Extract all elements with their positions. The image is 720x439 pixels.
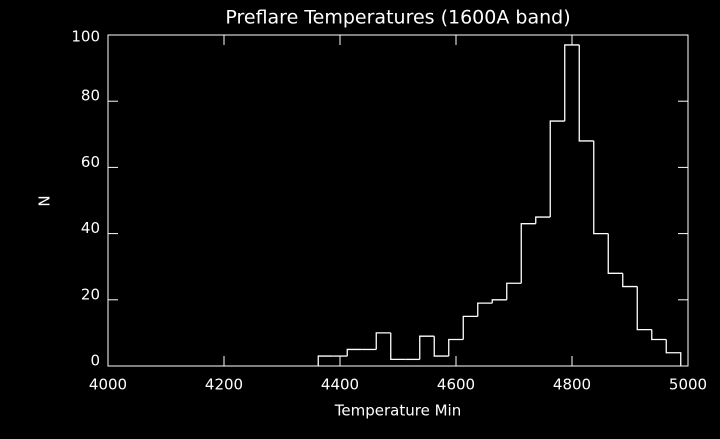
plot-frame — [107, 34, 689, 367]
histogram-bin — [491, 299, 507, 304]
x-tick-label: 4600 — [437, 376, 475, 394]
histogram-bin — [375, 332, 391, 350]
histogram-bin — [448, 338, 464, 357]
x-tick-label: 4400 — [321, 376, 359, 394]
histogram-bin — [419, 335, 435, 360]
histogram-bin — [578, 44, 594, 142]
histogram-bin — [593, 140, 609, 235]
histogram-bin — [520, 223, 536, 284]
y-tick-label: 0 — [90, 352, 100, 370]
histogram-bin — [477, 302, 493, 317]
histogram-bin — [636, 286, 652, 331]
y-tick-label: 60 — [81, 153, 100, 171]
histogram-bin — [346, 348, 362, 357]
y-tick-label: 20 — [81, 285, 100, 303]
histogram-bin — [317, 355, 333, 366]
histogram-bin — [433, 336, 449, 357]
y-tick-label: 100 — [71, 28, 100, 46]
histogram-bin — [665, 339, 682, 366]
histogram-bin — [390, 332, 406, 361]
histogram-bin — [506, 282, 522, 300]
histogram-bin — [564, 44, 580, 122]
histogram-bin — [462, 315, 478, 340]
histogram-bin — [549, 120, 565, 218]
histogram-bin — [651, 329, 667, 341]
histogram-bin — [622, 273, 638, 288]
y-axis-label: N — [36, 195, 54, 206]
histogram-bin — [607, 233, 623, 274]
x-tick-label: 5000 — [669, 376, 707, 394]
x-tick-label: 4200 — [205, 376, 243, 394]
chart-title: Preflare Temperatures (1600A band) — [225, 7, 570, 29]
y-tick-label: 40 — [81, 219, 100, 237]
y-tick-label: 80 — [81, 87, 100, 105]
x-tick-label: 4800 — [553, 376, 591, 394]
histogram-bin — [535, 216, 551, 224]
x-axis-label: Temperature Min — [334, 402, 461, 420]
x-tick-label: 4000 — [89, 376, 127, 394]
